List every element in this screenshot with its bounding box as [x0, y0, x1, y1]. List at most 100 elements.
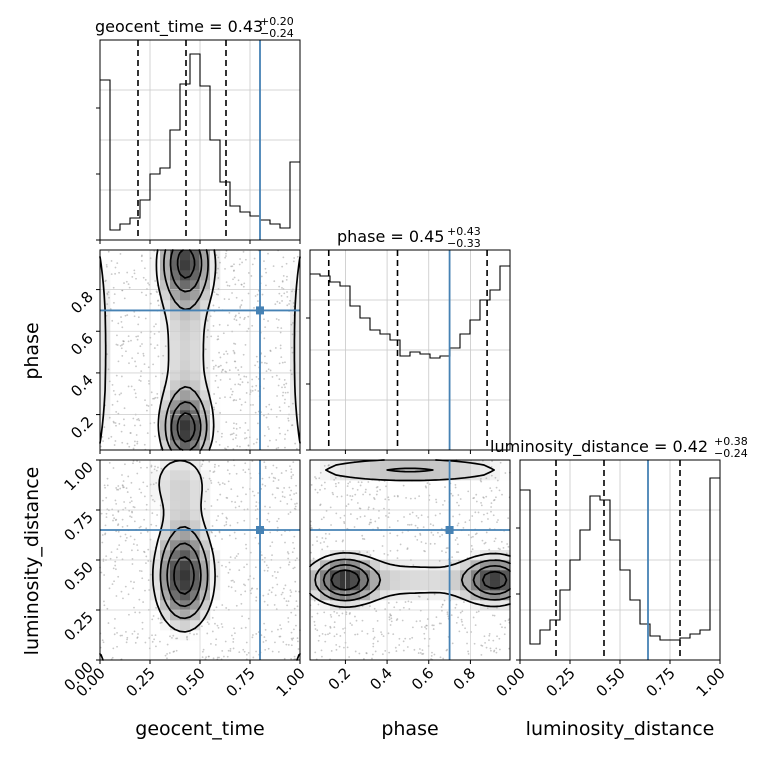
- sample-point: [458, 630, 461, 633]
- sample-point: [211, 616, 214, 619]
- sample-point: [103, 426, 106, 429]
- sample-point: [346, 646, 349, 649]
- sample-point: [330, 615, 333, 618]
- sample-point: [120, 316, 122, 318]
- sample-point: [127, 335, 130, 338]
- sample-point: [486, 512, 489, 515]
- sample-point: [255, 650, 257, 653]
- density-cell: [390, 460, 401, 471]
- density-cell: [400, 580, 411, 591]
- sample-point: [272, 464, 275, 467]
- sample-point: [389, 613, 391, 616]
- sample-point: [121, 634, 123, 637]
- density-cell: [490, 460, 501, 471]
- sample-point: [115, 487, 118, 489]
- sample-point: [121, 344, 123, 346]
- sample-point: [417, 652, 420, 654]
- sample-point: [279, 566, 282, 569]
- density-cell: [180, 350, 191, 361]
- density-cell: [160, 430, 171, 441]
- sample-point: [108, 461, 111, 464]
- sample-point: [288, 486, 291, 489]
- sample-point: [284, 584, 287, 587]
- sample-point: [387, 632, 390, 635]
- sample-point: [231, 390, 234, 393]
- sample-point: [354, 633, 357, 636]
- sample-point: [215, 638, 218, 641]
- sample-point: [402, 649, 405, 652]
- sample-point: [281, 280, 284, 282]
- sample-point: [232, 637, 235, 640]
- sample-point: [206, 319, 209, 322]
- sample-point: [349, 495, 352, 497]
- sample-point: [310, 484, 313, 486]
- sample-point: [483, 496, 485, 499]
- sample-point: [154, 280, 157, 282]
- sample-point: [205, 656, 207, 659]
- sample-point: [135, 365, 137, 368]
- sample-point: [108, 296, 110, 299]
- sample-point: [126, 638, 128, 641]
- sample-point: [402, 484, 405, 487]
- density-cell: [440, 560, 451, 571]
- sample-point: [113, 301, 115, 304]
- density-cell: [190, 340, 201, 351]
- sample-point: [331, 491, 334, 494]
- sample-point: [379, 488, 381, 491]
- sample-point: [350, 498, 353, 501]
- sample-point: [219, 261, 221, 264]
- sample-point: [233, 276, 236, 279]
- sample-point: [226, 324, 229, 327]
- sample-point: [132, 462, 134, 465]
- sample-point: [133, 606, 135, 609]
- sample-point: [264, 326, 267, 329]
- sample-point: [251, 490, 254, 493]
- sample-point: [265, 405, 268, 408]
- density-cell: [170, 340, 181, 351]
- sample-point: [207, 488, 209, 491]
- sample-point: [293, 257, 296, 259]
- sample-point: [270, 408, 273, 411]
- sample-point: [130, 339, 132, 342]
- sample-point: [115, 595, 118, 597]
- sample-point: [134, 424, 136, 427]
- sample-point: [286, 291, 288, 293]
- sample-point: [291, 551, 294, 554]
- density-cell: [170, 280, 181, 291]
- sample-point: [492, 639, 495, 642]
- sample-point: [116, 262, 119, 265]
- sample-point: [294, 505, 297, 508]
- sample-point: [244, 432, 246, 434]
- sample-point: [100, 571, 103, 574]
- sample-point: [489, 487, 492, 489]
- sample-point: [157, 617, 160, 620]
- hist-title-luminosity-distance-plus: +0.38: [714, 435, 748, 448]
- sample-point: [154, 634, 157, 637]
- sample-point: [117, 509, 120, 512]
- sample-point: [129, 432, 132, 434]
- sample-point: [242, 486, 244, 489]
- sample-point: [212, 657, 215, 660]
- sample-point: [115, 411, 118, 413]
- sample-point: [395, 650, 398, 652]
- sample-point: [240, 627, 243, 630]
- density-cell: [330, 580, 341, 591]
- sample-point: [118, 393, 121, 396]
- sample-point: [387, 498, 390, 501]
- sample-point: [142, 354, 145, 357]
- sample-point: [106, 292, 109, 295]
- sample-point: [488, 548, 491, 551]
- sample-point: [116, 488, 118, 491]
- sample-point: [296, 557, 298, 560]
- sample-point: [257, 390, 260, 392]
- sample-point: [217, 335, 220, 338]
- sample-point: [139, 375, 142, 378]
- sample-point: [319, 503, 322, 506]
- sample-point: [345, 611, 348, 614]
- sample-point: [323, 481, 326, 484]
- sample-point: [321, 548, 324, 551]
- sample-point: [426, 618, 429, 620]
- sample-point: [289, 589, 292, 592]
- sample-point: [316, 540, 319, 543]
- sample-point: [286, 604, 289, 607]
